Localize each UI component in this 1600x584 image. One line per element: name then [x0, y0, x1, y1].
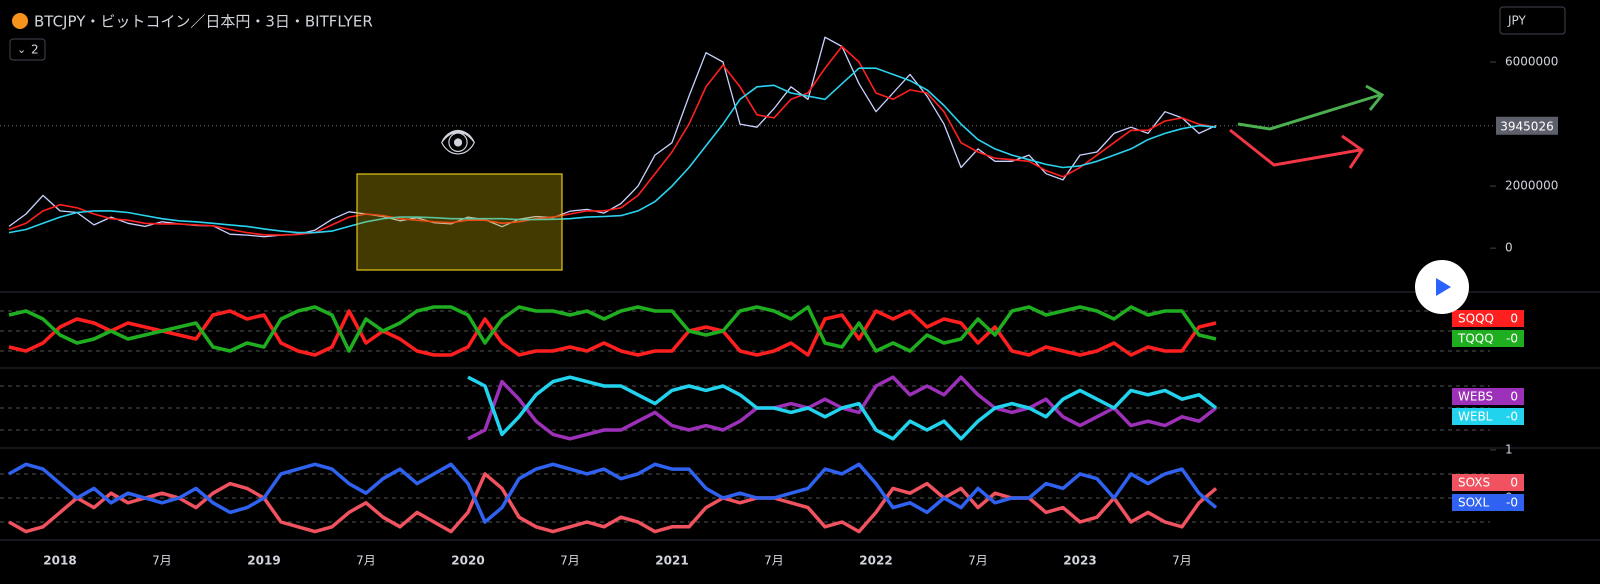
panes: 2018 7月 2019 7月 2020 7月 2021 7月 2022 7月 2023 7月0200…: [0, 36, 1600, 568]
highlight-box: [356, 173, 563, 271]
x-tick-label: 7月: [968, 554, 988, 568]
legend-box: [1452, 494, 1524, 511]
x-tick-label: 2022: [859, 554, 892, 568]
y-tick-label: 6000000: [1505, 55, 1558, 69]
play-icon: [1436, 278, 1451, 296]
x-tick-label: 7月: [560, 554, 580, 568]
legend-box: [1452, 330, 1524, 347]
x-tick-label: 2021: [655, 554, 688, 568]
legend-value: 0: [1510, 312, 1518, 326]
last-price-box: [1496, 116, 1558, 135]
x-tick-label: 7月: [152, 554, 172, 568]
up-arrow: [1237, 93, 1381, 131]
x-tick-label: 2019: [247, 554, 280, 568]
legend-value: -0: [1506, 496, 1518, 510]
x-tick-label: 2018: [43, 554, 76, 568]
legend-name: SQQQ: [1458, 312, 1494, 326]
legend-name: SOXS: [1458, 476, 1490, 490]
down-arrowhead: [1341, 134, 1365, 169]
legend-value: -0: [1506, 410, 1518, 424]
legend-box: [1452, 310, 1524, 327]
y-tick-label: 1: [1505, 442, 1513, 456]
y-tick-label: 2000000: [1505, 179, 1558, 193]
legend-value: -0: [1506, 332, 1518, 346]
indicator-count: 2: [31, 43, 39, 57]
legend-name: SOXL: [1458, 496, 1490, 510]
series-line: [8, 45, 1217, 236]
currency: JPY: [1507, 14, 1527, 28]
x-tick-label: 7月: [1172, 554, 1192, 568]
x-tick-label: 7月: [764, 554, 784, 568]
legend-name: WEBS: [1458, 390, 1493, 404]
legend-name: WEBL: [1458, 410, 1493, 424]
last-price-label: 3945026: [1500, 119, 1553, 133]
x-tick-label: 2020: [451, 554, 484, 568]
down-arrow: [1229, 128, 1361, 167]
eye-icon: 👁: [439, 126, 477, 161]
symbol-icon: [12, 13, 28, 29]
currency-button[interactable]: [1499, 6, 1566, 35]
chevron: ⌄: [17, 43, 26, 56]
y-tick-label: 0: [1505, 241, 1513, 255]
legend-box: [1452, 408, 1524, 425]
up-arrowhead: [1365, 84, 1385, 111]
series-line: [8, 67, 1217, 234]
x-tick-label: 2023: [1063, 554, 1096, 568]
legend-box: [1452, 388, 1524, 405]
legend-box: [1452, 474, 1524, 491]
collapse-button[interactable]: [9, 38, 46, 61]
legend-value: 0: [1510, 390, 1518, 404]
series-line: [8, 305, 1217, 353]
legend-value: 0: [1510, 476, 1518, 490]
symbol-title: BTCJPY・ビットコイン／日本円・3日・BITFLYER: [34, 13, 373, 31]
series-line: [467, 375, 1218, 441]
series-line: [8, 309, 1217, 357]
series-line: [8, 462, 1218, 524]
x-tick-label: 7月: [356, 554, 376, 568]
legend-name: TQQQ: [1457, 332, 1494, 346]
